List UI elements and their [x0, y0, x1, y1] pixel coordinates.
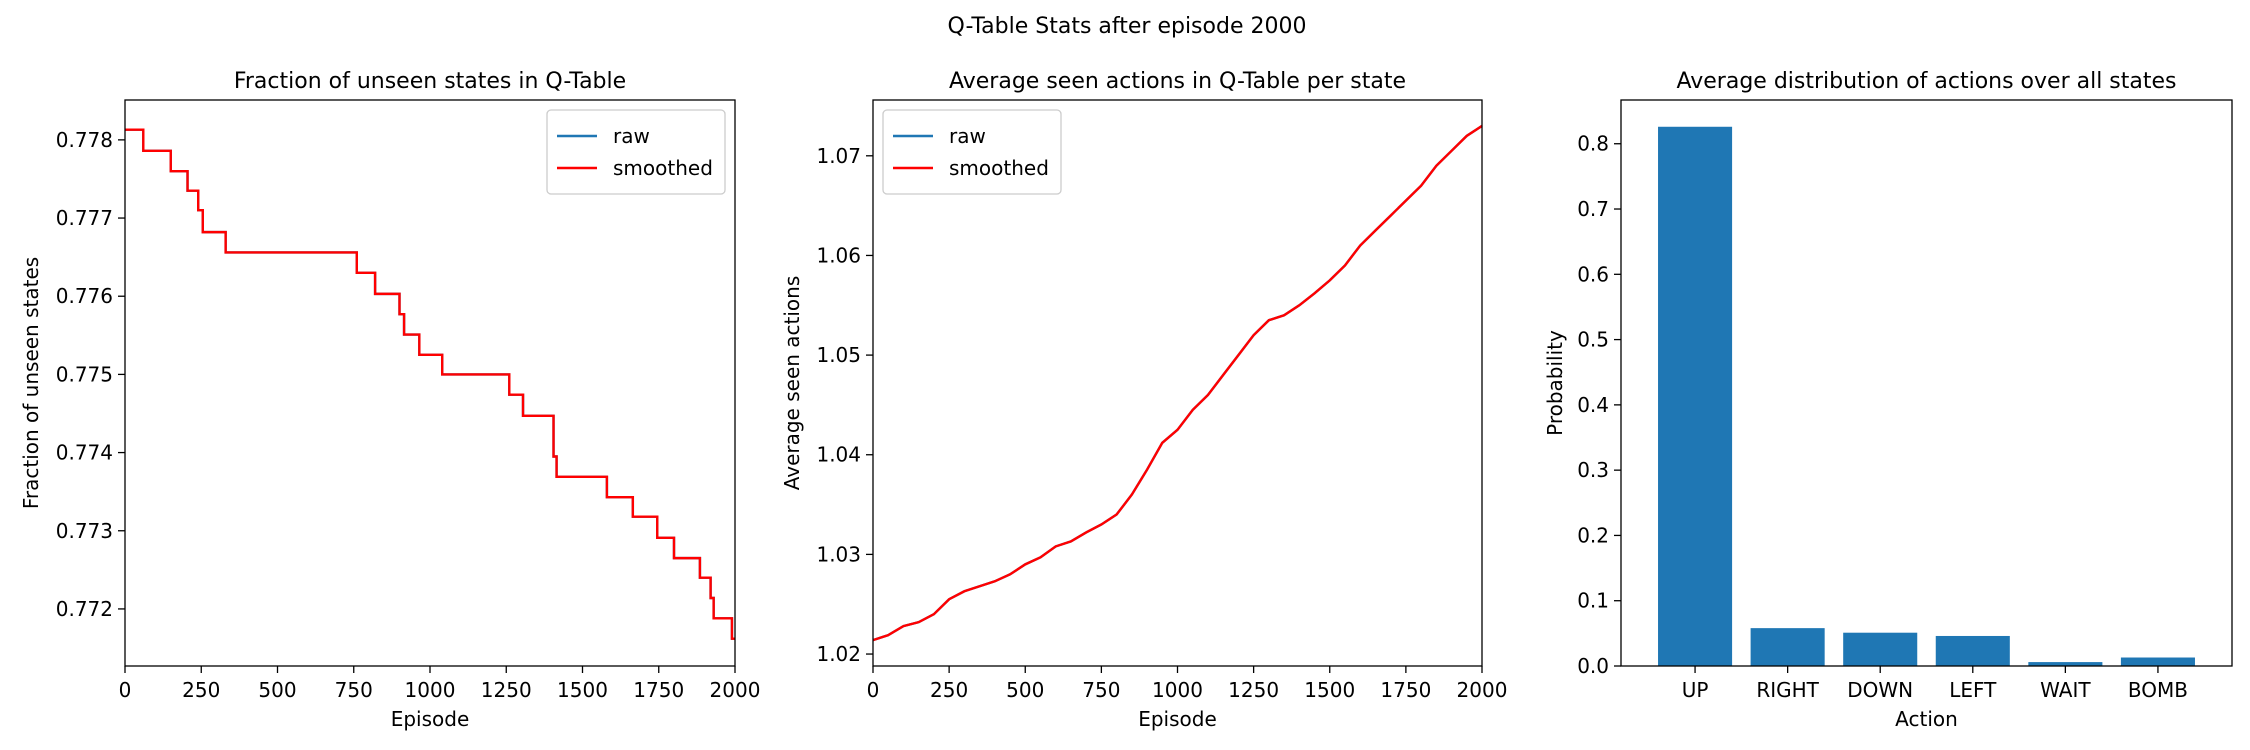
legend-label-smoothed: smoothed: [613, 156, 713, 180]
x-tick-label: 1250: [1228, 678, 1279, 702]
y-tick-label: 0.774: [56, 441, 113, 465]
y-tick-label: 0.3: [1577, 458, 1609, 482]
y-tick-label: 0.778: [56, 128, 113, 152]
x-tick-label: 750: [1082, 678, 1120, 702]
x-tick-label: 500: [258, 678, 296, 702]
x-tick-label: RIGHT: [1756, 678, 1819, 702]
y-axis-label: Probability: [1543, 330, 1567, 436]
chart-title: Average seen actions in Q-Table per stat…: [949, 69, 1406, 94]
y-tick-label: 0.2: [1577, 523, 1609, 547]
x-axis-label: Episode: [1138, 707, 1217, 731]
x-tick-label: 2000: [1457, 678, 1508, 702]
x-tick-label: 250: [182, 678, 220, 702]
chart-title: Average distribution of actions over all…: [1676, 69, 2176, 94]
average-seen-actions-chart: Average seen actions in Q-Table per stat…: [780, 69, 1507, 731]
y-tick-label: 0.8: [1577, 132, 1609, 156]
plot-frame: [872, 99, 1483, 667]
bar-up: [1658, 126, 1733, 666]
y-tick-label: 0.5: [1577, 328, 1609, 352]
y-axis-label: Fraction of unseen states: [19, 257, 43, 509]
x-tick-label: LEFT: [1949, 678, 1997, 702]
x-tick-label: UP: [1682, 678, 1709, 702]
series-line-smoothed: [125, 128, 735, 640]
x-tick-label: 0: [119, 678, 132, 702]
y-tick-label: 1.06: [816, 243, 861, 267]
x-tick-label: 1500: [1304, 678, 1355, 702]
y-tick-label: 1.07: [816, 144, 861, 168]
x-tick-label: 1000: [1152, 678, 1203, 702]
y-tick-label: 1.05: [816, 343, 861, 367]
x-tick-label: 0: [867, 678, 880, 702]
bar-down: [1843, 632, 1918, 666]
legend: raw smoothed: [546, 109, 726, 195]
y-tick-label: 1.02: [816, 642, 861, 666]
y-tick-label: 0.777: [56, 206, 113, 230]
y-tick-label: 0.776: [56, 284, 113, 308]
x-tick-label: 1250: [481, 678, 532, 702]
x-tick-label: 1750: [633, 678, 684, 702]
plot-frame: [124, 99, 736, 667]
x-tick-label: 1000: [405, 678, 456, 702]
legend: raw smoothed: [882, 109, 1062, 195]
x-tick-label: 250: [930, 678, 968, 702]
y-tick-label: 0.6: [1577, 262, 1609, 286]
legend-label-raw: raw: [949, 124, 986, 148]
y-axis-label: Average seen actions: [780, 276, 804, 491]
plot-frame: [1620, 99, 2233, 667]
x-tick-label: 500: [1006, 678, 1044, 702]
x-tick-label: BOMB: [2128, 678, 2188, 702]
y-tick-label: 1.03: [816, 542, 861, 566]
legend-box: [546, 109, 726, 195]
chart-title: Fraction of unseen states in Q-Table: [234, 69, 626, 94]
x-tick-label: 1750: [1380, 678, 1431, 702]
legend-box: [882, 109, 1062, 195]
x-tick-label: DOWN: [1847, 678, 1913, 702]
series-line-smoothed: [872, 124, 1483, 642]
bar-bomb: [2120, 657, 2195, 666]
y-tick-label: 0.775: [56, 362, 113, 386]
x-tick-label: WAIT: [2040, 678, 2091, 702]
y-tick-label: 0.772: [56, 597, 113, 621]
y-tick-label: 0.1: [1577, 589, 1609, 613]
bar-left: [1935, 635, 2010, 666]
action-distribution-chart: Average distribution of actions over all…: [1543, 69, 2233, 731]
x-tick-label: 1500: [557, 678, 608, 702]
bar-right: [1750, 628, 1825, 666]
x-tick-label: 750: [335, 678, 373, 702]
y-tick-label: 1.04: [816, 443, 861, 467]
x-tick-label: 2000: [710, 678, 761, 702]
y-tick-label: 0.7: [1577, 197, 1609, 221]
legend-label-raw: raw: [613, 124, 650, 148]
fraction-unseen-chart: Fraction of unseen states in Q-Table Epis…: [19, 69, 760, 731]
figure-title: Q-Table Stats after episode 2000: [948, 14, 1307, 39]
y-tick-label: 0.773: [56, 519, 113, 543]
y-tick-label: 0.0: [1577, 654, 1609, 678]
bar-wait: [2028, 662, 2103, 666]
x-axis-label: Episode: [391, 707, 470, 731]
y-tick-label: 0.4: [1577, 393, 1609, 417]
legend-label-smoothed: smoothed: [949, 156, 1049, 180]
x-axis-label: Action: [1895, 707, 1958, 731]
